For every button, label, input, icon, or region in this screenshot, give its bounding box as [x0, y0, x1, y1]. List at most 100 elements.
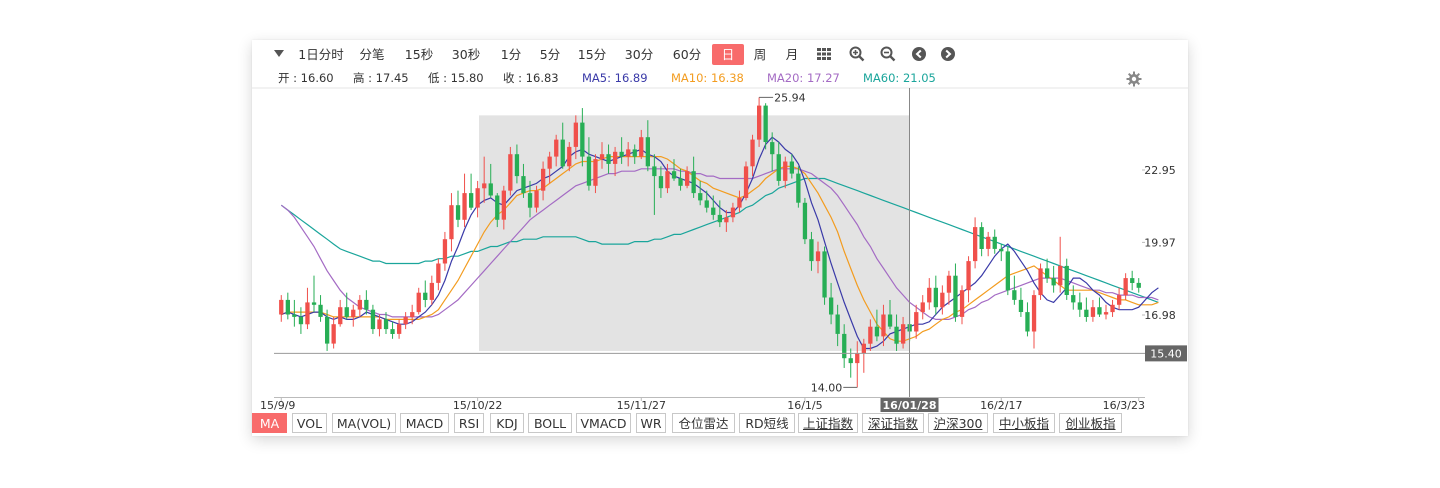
candle: [717, 200, 722, 228]
candle: [560, 122, 565, 169]
candle-body: [848, 358, 853, 364]
candle-body: [357, 299, 362, 310]
indicator-ma-vol[interactable]: MA(VOL): [332, 413, 396, 433]
candle: [1012, 275, 1017, 305]
candle-body: [1058, 265, 1063, 286]
period-15min[interactable]: 15分: [577, 47, 607, 62]
candle-body: [285, 299, 290, 315]
candle-body: [829, 297, 834, 315]
candle: [508, 146, 513, 196]
candle: [920, 295, 925, 320]
arrow-left-icon[interactable]: [911, 46, 927, 62]
candle-body: [488, 183, 493, 196]
candle-body: [874, 326, 880, 337]
candle-body: [1045, 268, 1050, 279]
indicator-sh-index[interactable]: 上证指数: [798, 413, 858, 433]
period-week[interactable]: 周: [753, 47, 767, 62]
candle-body: [508, 154, 513, 191]
candle-body: [1012, 290, 1017, 300]
candle-body: [613, 151, 618, 164]
candle-body: [560, 139, 565, 167]
indicator-vmacd[interactable]: VMACD: [576, 413, 631, 433]
candle-body: [527, 193, 533, 208]
candle: [514, 144, 520, 184]
candle-body: [776, 154, 781, 181]
indicator-chinext[interactable]: 创业板指: [1059, 413, 1122, 433]
candle: [632, 144, 637, 164]
candle: [567, 142, 572, 172]
candle-body: [737, 197, 742, 208]
close-price: 收 : 16.83: [503, 71, 559, 85]
period-month[interactable]: 月: [785, 47, 799, 62]
candle-body: [292, 314, 297, 317]
candle: [789, 154, 794, 179]
candle-body: [652, 166, 657, 177]
period-30min[interactable]: 30分: [624, 47, 654, 62]
candle-body: [750, 139, 755, 167]
candle-body: [436, 263, 441, 283]
candle-body: [802, 202, 808, 240]
indicator-vol[interactable]: VOL: [292, 413, 327, 433]
indicator-sz-index[interactable]: 深证指数: [862, 413, 924, 433]
period-15s[interactable]: 15秒: [404, 47, 434, 62]
y-tick-label: 19.97: [1144, 236, 1176, 249]
candle: [829, 282, 834, 325]
period-tick[interactable]: 分笔: [359, 47, 385, 62]
candle: [462, 173, 467, 228]
period-30s[interactable]: 30秒: [451, 47, 481, 62]
indicator-macd[interactable]: MACD: [400, 413, 449, 433]
period-60min[interactable]: 60分: [672, 47, 702, 62]
candle: [724, 210, 729, 232]
candle-body: [691, 171, 696, 194]
candle: [979, 222, 984, 257]
zoom-in-icon[interactable]: [849, 46, 865, 62]
candle-body: [619, 151, 624, 157]
dropdown-triangle-icon[interactable]: [274, 50, 284, 58]
candle: [573, 115, 578, 160]
indicator-ma[interactable]: MA: [252, 413, 287, 433]
candle: [783, 156, 788, 189]
grid-icon[interactable]: [816, 46, 832, 62]
indicator-rd-short[interactable]: RD短线: [739, 413, 795, 433]
candle-body: [986, 236, 991, 249]
period-5min[interactable]: 5分: [539, 47, 561, 62]
indicator-hs300[interactable]: 沪深300: [928, 413, 988, 433]
candle-body: [685, 171, 690, 186]
period-1min[interactable]: 1分: [500, 47, 522, 62]
candle-body: [370, 309, 376, 330]
settings-gear-icon[interactable]: [1126, 71, 1142, 87]
candle: [370, 304, 376, 334]
candle-body: [835, 314, 840, 334]
candle: [331, 316, 336, 349]
candle: [992, 229, 997, 254]
candle-body: [1025, 312, 1030, 332]
candle-body: [593, 159, 598, 186]
arrow-right-icon[interactable]: [940, 46, 956, 62]
indicator-position-radar[interactable]: 仓位雷达: [672, 413, 735, 433]
candle-body: [514, 154, 520, 177]
candle: [966, 256, 971, 303]
period-1day-timeshare[interactable]: 1日分时: [298, 47, 344, 62]
candle: [469, 173, 474, 211]
candle: [1136, 278, 1141, 293]
indicator-boll[interactable]: BOLL: [528, 413, 572, 433]
candle-body: [1103, 312, 1109, 315]
indicator-wr[interactable]: WR: [636, 413, 666, 433]
candle-body: [711, 207, 716, 215]
indicator-kdj[interactable]: KDJ: [490, 413, 524, 433]
zoom-out-icon[interactable]: [880, 46, 896, 62]
x-tick-label: 16/3/23: [1103, 399, 1145, 412]
candle-body: [645, 137, 650, 167]
candlestick-chart[interactable]: 22.95 19.97 16.98 15.40 25.94 14.00 15/9/9 15/1…: [252, 40, 1188, 412]
candle-body: [279, 299, 284, 315]
crosshair-date-label: 16/01/28: [883, 399, 937, 412]
candle-body: [305, 302, 310, 325]
candle-body: [1077, 302, 1082, 310]
indicator-rsi[interactable]: RSI: [454, 413, 484, 433]
indicator-sh-index-label: 上证指数: [802, 416, 853, 431]
candle-body: [626, 149, 631, 157]
indicator-sme-label: 中小板指: [998, 416, 1049, 431]
indicator-sme[interactable]: 中小板指: [993, 413, 1055, 433]
period-day[interactable]: 日: [712, 44, 744, 65]
candle-body: [599, 154, 605, 160]
